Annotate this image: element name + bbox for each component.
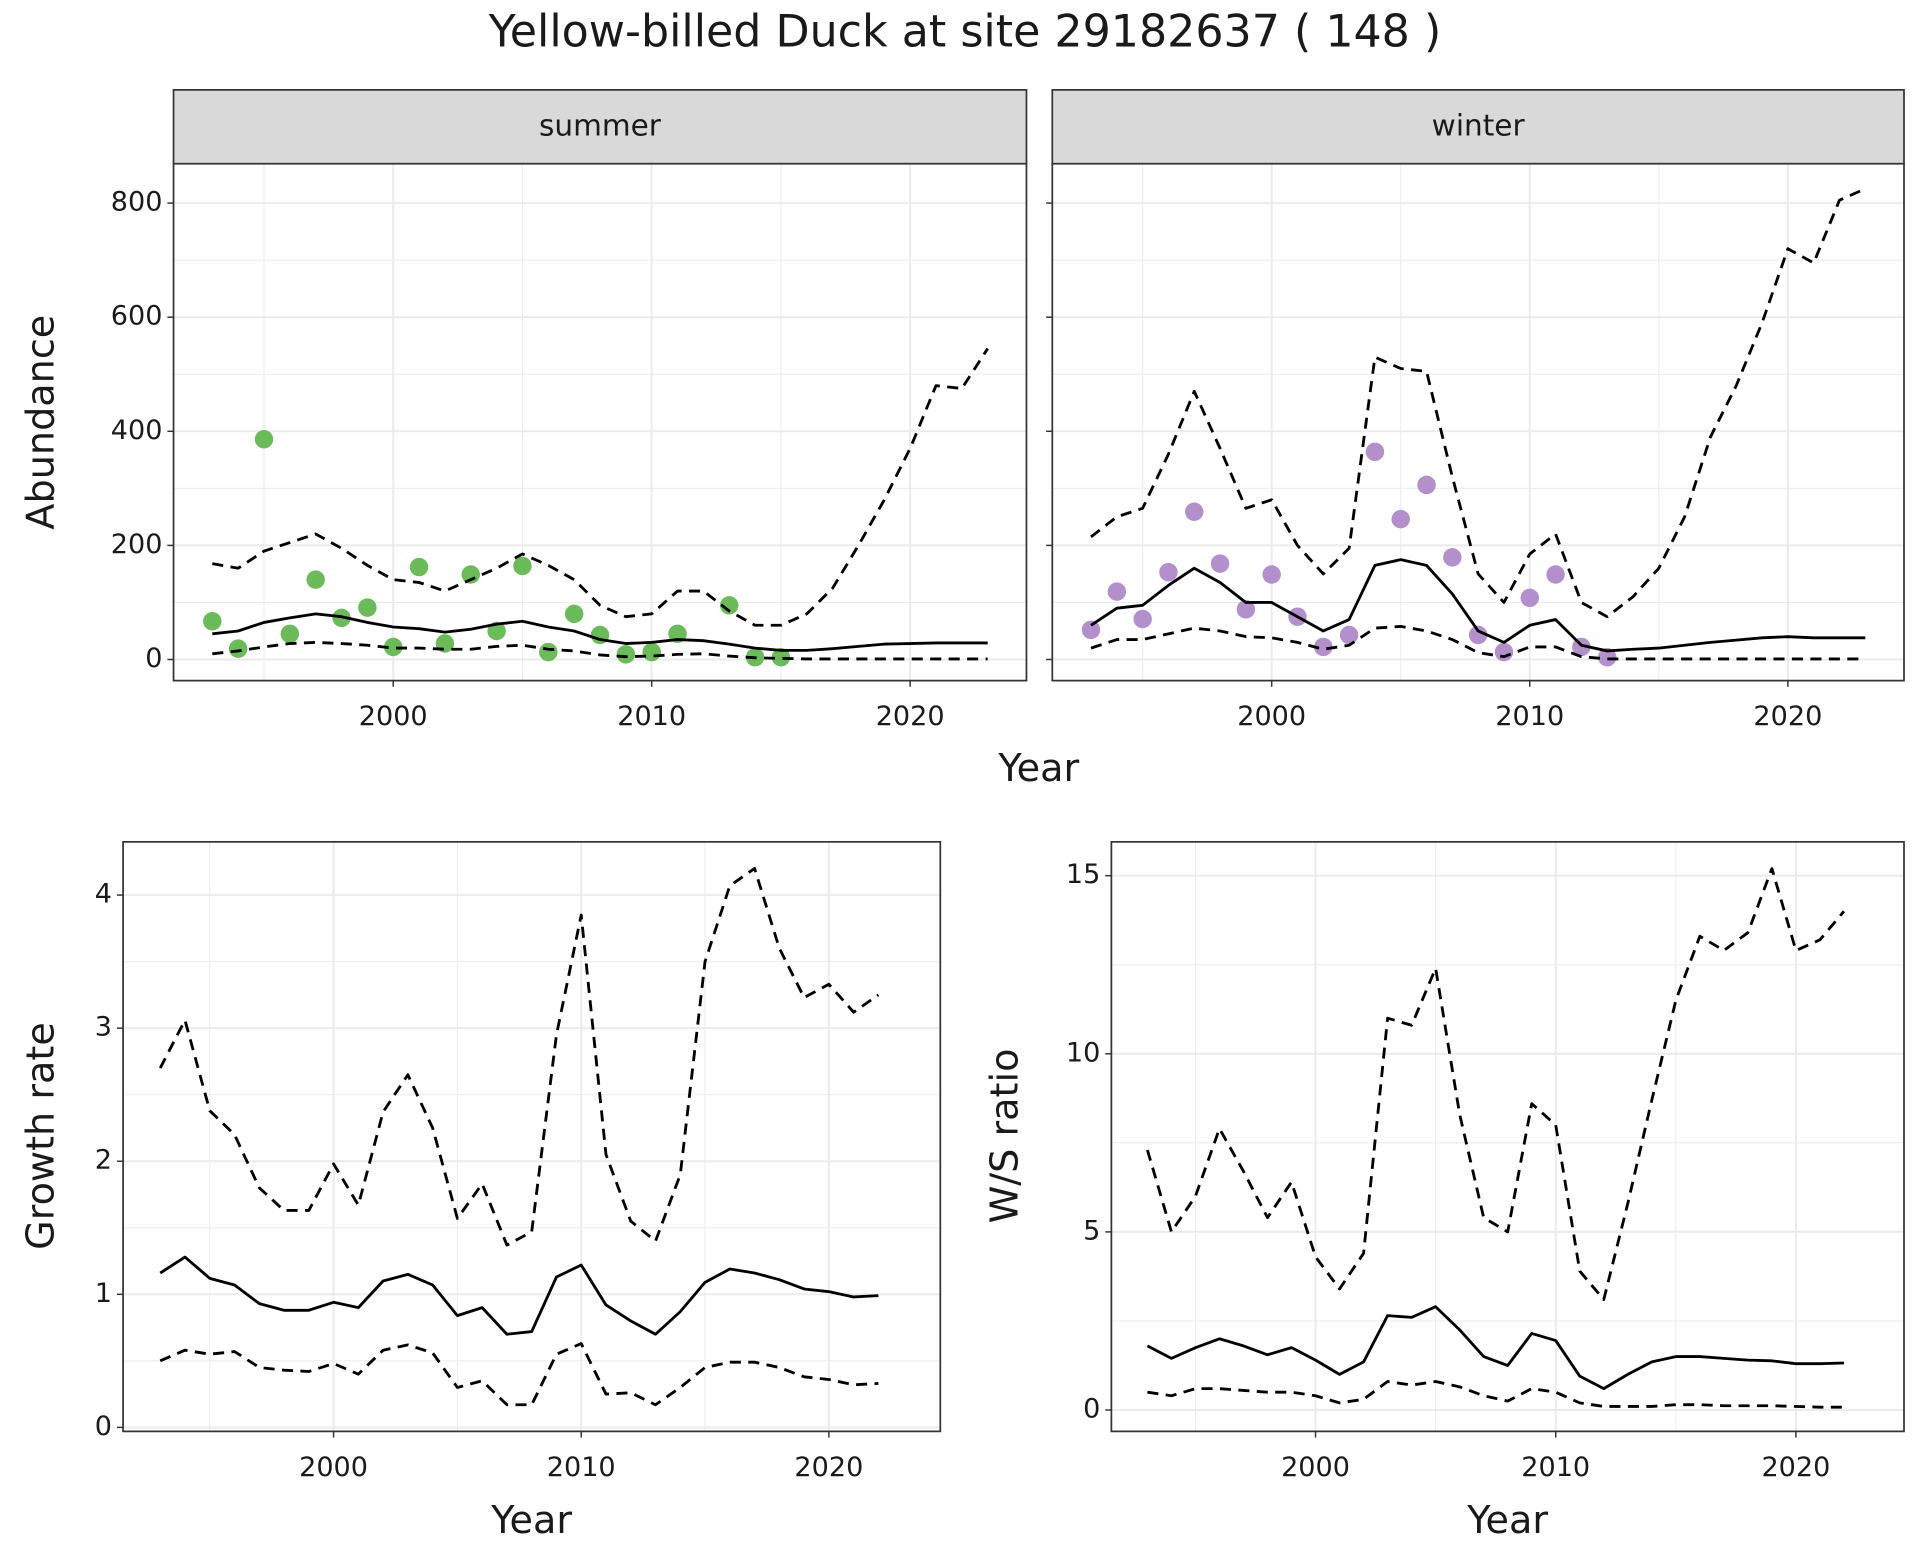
x-tick-label: 2010 [1521,1452,1590,1483]
data-point [771,647,791,667]
data-point [384,637,403,657]
y-tick-label: 1 [95,1278,112,1309]
interval-line [1146,867,1846,1301]
x-tick-label: 2000 [1281,1452,1350,1483]
interval-line [212,347,989,627]
x-tick-label: 2000 [1237,701,1306,732]
x-axis-title: Year [997,746,1079,790]
data-point [1468,625,1488,645]
y-tick-label: 15 [1066,859,1100,890]
data-point [1339,625,1359,645]
panel-background [123,841,941,1432]
facet-strip [172,88,1028,165]
facet-strip [1051,88,1905,165]
data-point [1417,475,1436,495]
data-point [1236,600,1256,619]
x-tick-label: 2000 [299,1452,368,1483]
x-tick-label: 2020 [794,1452,863,1483]
x-tick-label: 2000 [359,701,428,732]
y-tick-label: 3 [95,1012,112,1043]
interval-line [1090,624,1866,661]
trend-line [159,1255,879,1336]
data-point [203,612,222,631]
data-point [1159,562,1178,582]
data-point [306,570,325,589]
data-point [616,645,636,664]
trend-line [1146,1305,1844,1391]
y-tick-label: 200 [111,529,163,560]
facet-label: winter [1432,108,1526,142]
data-point [1520,588,1540,608]
data-point [1494,642,1514,662]
data-point [1365,442,1385,462]
data-point [409,557,429,577]
data-point [1210,554,1230,573]
y-tick-label: 10 [1066,1037,1100,1068]
data-point [720,596,739,615]
interval-line [158,867,880,1247]
x-tick-label: 2010 [617,701,686,732]
y-tick-label: 2 [95,1145,112,1176]
x-tick-label: 2010 [547,1452,616,1483]
panel-border [122,840,942,1433]
trend-line [1090,558,1866,653]
y-tick-label: 5 [1083,1215,1100,1246]
x-tick-label: 2020 [1761,1452,1830,1483]
figure-title: Yellow-billed Duck at site 29182637 ( 14… [488,6,1442,57]
interval-line [212,640,988,661]
y-axis-title: Growth rate [19,1022,63,1250]
data-point [1314,637,1333,657]
facet-label: summer [539,108,662,142]
y-tick-label: 4 [95,879,112,910]
x-axis-title: Year [490,1498,572,1542]
y-axis-title: W/S ratio [982,1049,1026,1224]
panel-background [1052,163,1904,681]
x-tick-label: 2010 [1495,701,1564,732]
data-point [1133,609,1152,629]
y-tick-label: 400 [111,415,163,446]
y-tick-label: 0 [1083,1394,1100,1425]
x-tick-label: 2020 [876,701,945,732]
y-tick-label: 0 [145,643,162,674]
interval-line [1090,187,1866,619]
data-point [1185,502,1204,521]
data-point [1262,565,1281,584]
x-axis-title: Year [1466,1498,1548,1542]
data-point [642,642,661,662]
data-point [228,639,248,658]
data-point [539,642,558,662]
data-point [280,624,300,644]
interval-line [159,1342,879,1407]
panel-border [1110,840,1905,1433]
data-point [1546,565,1565,584]
x-tick-label: 2020 [1753,701,1822,732]
y-tick-label: 0 [95,1411,112,1442]
data-point [1107,582,1127,601]
data-point [358,598,377,617]
data-point [564,604,584,624]
data-point [1081,620,1101,640]
y-tick-label: 800 [111,187,163,218]
data-point [513,556,532,576]
y-tick-label: 600 [111,301,163,332]
data-point [1597,647,1617,667]
trend-line [212,612,988,652]
data-point [1443,548,1462,567]
panel-background [173,163,1027,681]
interval-line [1147,1380,1844,1409]
panel-background [1111,841,1904,1432]
data-point [1391,509,1410,529]
data-point [254,430,274,449]
y-axis-title: Abundance [19,315,63,530]
